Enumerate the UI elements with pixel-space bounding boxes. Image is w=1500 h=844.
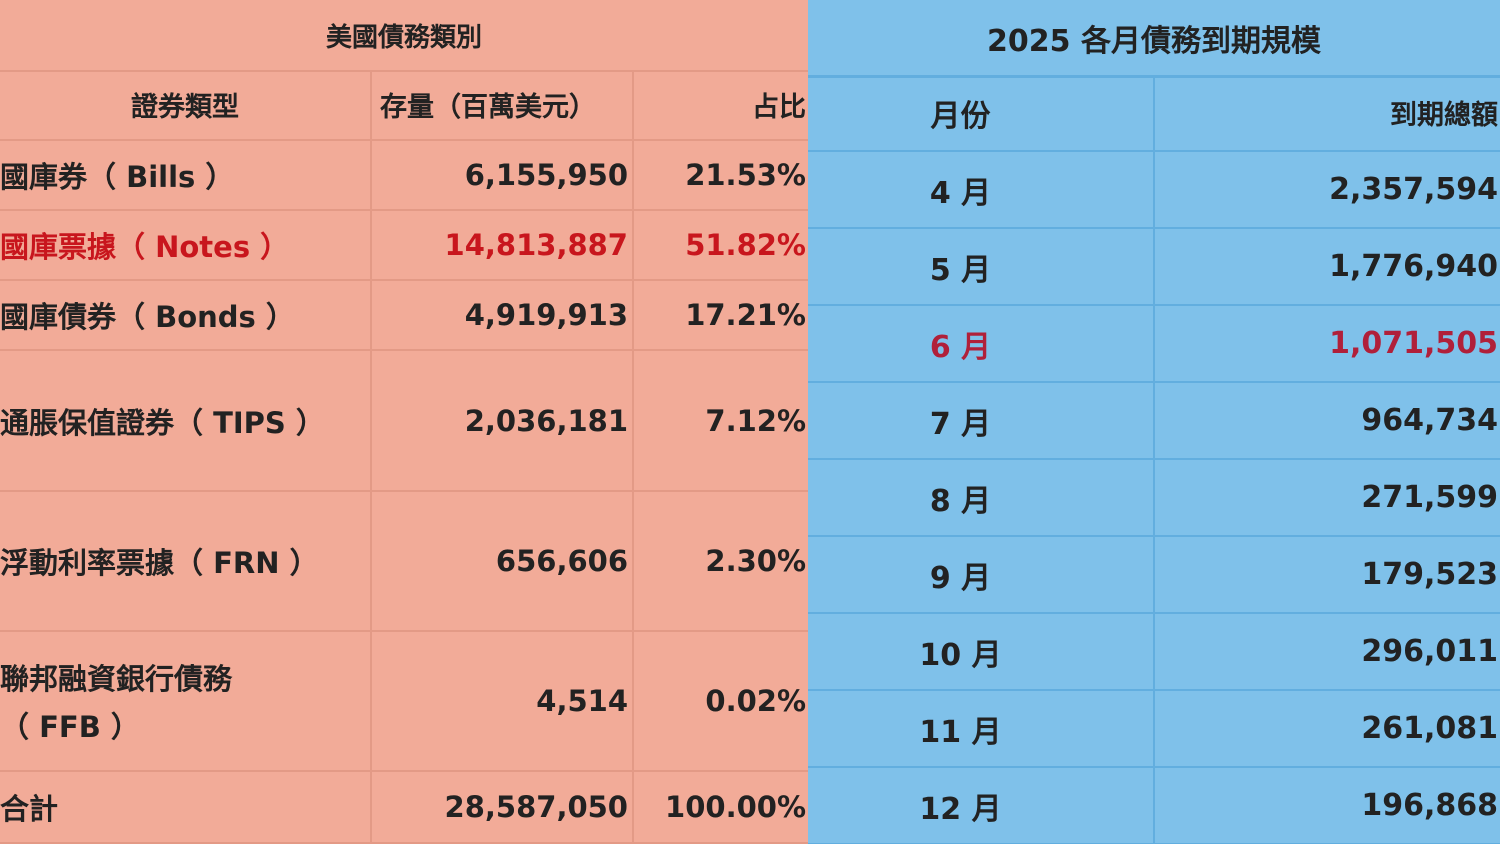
table-row: 5 月 1,776,940	[808, 227, 1500, 306]
month-cell: 6 月	[808, 304, 1155, 383]
table-header-row: 證券類型 存量（百萬美元） 占比	[0, 70, 808, 141]
table-row: 10 月 296,011	[808, 612, 1500, 691]
total-cell: 2,357,594	[1153, 150, 1500, 229]
table-row: 7 月 964,734	[808, 381, 1500, 460]
amount-cell: 4,514	[370, 630, 634, 772]
security-type-cell: 國庫券（ Bills ）	[0, 139, 372, 211]
security-type-cell: 浮動利率票據（ FRN ）	[0, 490, 372, 632]
month-cell: 5 月	[808, 227, 1155, 306]
table-header-row: 月份 到期總額	[808, 75, 1500, 152]
security-type-cell: 通脹保值證券（ TIPS ）	[0, 349, 372, 492]
amount-cell: 2,036,181	[370, 349, 634, 492]
table-row-highlighted: 國庫票據（ Notes ） 14,813,887 51.82%	[0, 209, 808, 281]
share-cell: 0.02%	[632, 630, 808, 772]
share-cell: 21.53%	[632, 139, 808, 211]
amount-cell: 4,919,913	[370, 279, 634, 351]
column-header-share: 占比	[632, 70, 808, 141]
column-header-security-type: 證券類型	[0, 70, 372, 141]
column-header-total: 到期總額	[1153, 75, 1500, 152]
table-row: 12 月 196,868	[808, 766, 1500, 844]
security-type-cell: 國庫債券（ Bonds ）	[0, 279, 372, 351]
maturity-table: 月份 到期總額 4 月 2,357,594 5 月 1,776,940 6 月 …	[808, 75, 1500, 844]
share-cell: 17.21%	[632, 279, 808, 351]
maturity-title: 2025 各月債務到期規模	[808, 0, 1500, 78]
table-row: 通脹保值證券（ TIPS ） 2,036,181 7.12%	[0, 349, 808, 492]
month-cell: 10 月	[808, 612, 1155, 691]
total-amount-cell: 28,587,050	[370, 770, 634, 844]
month-cell: 12 月	[808, 766, 1155, 844]
table-row-highlighted: 6 月 1,071,505	[808, 304, 1500, 383]
total-cell: 1,071,505	[1153, 304, 1500, 383]
amount-cell: 656,606	[370, 490, 634, 632]
security-type-line-1: 聯邦融資銀行債務	[0, 662, 233, 696]
month-cell: 11 月	[808, 689, 1155, 768]
total-cell: 271,599	[1153, 458, 1500, 537]
debt-category-table: 證券類型 存量（百萬美元） 占比 國庫券（ Bills ） 6,155,950 …	[0, 70, 808, 844]
total-label-cell: 合計	[0, 770, 372, 844]
table-row: 國庫債券（ Bonds ） 4,919,913 17.21%	[0, 279, 808, 351]
security-type-cell: 聯邦融資銀行債務 （ FFB ）	[0, 630, 372, 772]
amount-cell: 6,155,950	[370, 139, 634, 211]
security-type-line-2: （ FFB ）	[0, 710, 140, 744]
share-cell: 2.30%	[632, 490, 808, 632]
table-row: 11 月 261,081	[808, 689, 1500, 768]
column-header-month: 月份	[808, 75, 1155, 152]
table-row: 8 月 271,599	[808, 458, 1500, 537]
total-cell: 1,776,940	[1153, 227, 1500, 306]
security-type-cell: 國庫票據（ Notes ）	[0, 209, 372, 281]
month-cell: 9 月	[808, 535, 1155, 614]
month-cell: 7 月	[808, 381, 1155, 460]
table-row: 9 月 179,523	[808, 535, 1500, 614]
maturity-panel: 2025 各月債務到期規模 月份 到期總額 4 月 2,357,594 5 月 …	[808, 0, 1500, 844]
amount-cell: 14,813,887	[370, 209, 634, 281]
total-share-cell: 100.00%	[632, 770, 808, 844]
total-cell: 261,081	[1153, 689, 1500, 768]
month-cell: 4 月	[808, 150, 1155, 229]
total-cell: 196,868	[1153, 766, 1500, 844]
table-row: 浮動利率票據（ FRN ） 656,606 2.30%	[0, 490, 808, 632]
table-row: 聯邦融資銀行債務 （ FFB ） 4,514 0.02%	[0, 630, 808, 772]
total-cell: 964,734	[1153, 381, 1500, 460]
debt-category-title: 美國債務類別	[0, 0, 808, 72]
table-row: 國庫券（ Bills ） 6,155,950 21.53%	[0, 139, 808, 211]
total-cell: 296,011	[1153, 612, 1500, 691]
share-cell: 51.82%	[632, 209, 808, 281]
total-cell: 179,523	[1153, 535, 1500, 614]
month-cell: 8 月	[808, 458, 1155, 537]
share-cell: 7.12%	[632, 349, 808, 492]
column-header-amount: 存量（百萬美元）	[370, 70, 634, 141]
table-row: 4 月 2,357,594	[808, 150, 1500, 229]
table-total-row: 合計 28,587,050 100.00%	[0, 770, 808, 844]
debt-category-panel: 美國債務類別 證券類型 存量（百萬美元） 占比 國庫券（ Bills ） 6,1…	[0, 0, 808, 844]
